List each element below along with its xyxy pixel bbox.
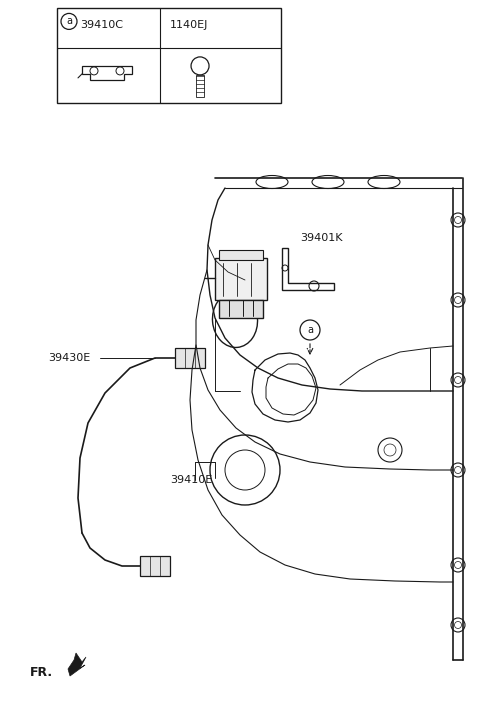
Text: FR.: FR. [30, 666, 53, 679]
Bar [140, 556, 170, 576]
Text: 39401K: 39401K [300, 233, 343, 243]
Text: a: a [66, 17, 72, 27]
Bar [219, 250, 263, 260]
Text: 39410E: 39410E [170, 475, 212, 485]
Bar [215, 258, 267, 300]
Text: 39430E: 39430E [48, 353, 90, 363]
Text: 1140EJ: 1140EJ [170, 20, 208, 30]
Polygon shape [68, 653, 86, 676]
Text: 39410C: 39410C [80, 20, 123, 30]
Bar [175, 348, 205, 368]
Text: a: a [307, 325, 313, 335]
Bar [196, 75, 204, 97]
Bar [219, 300, 263, 318]
Bar [57, 8, 281, 103]
